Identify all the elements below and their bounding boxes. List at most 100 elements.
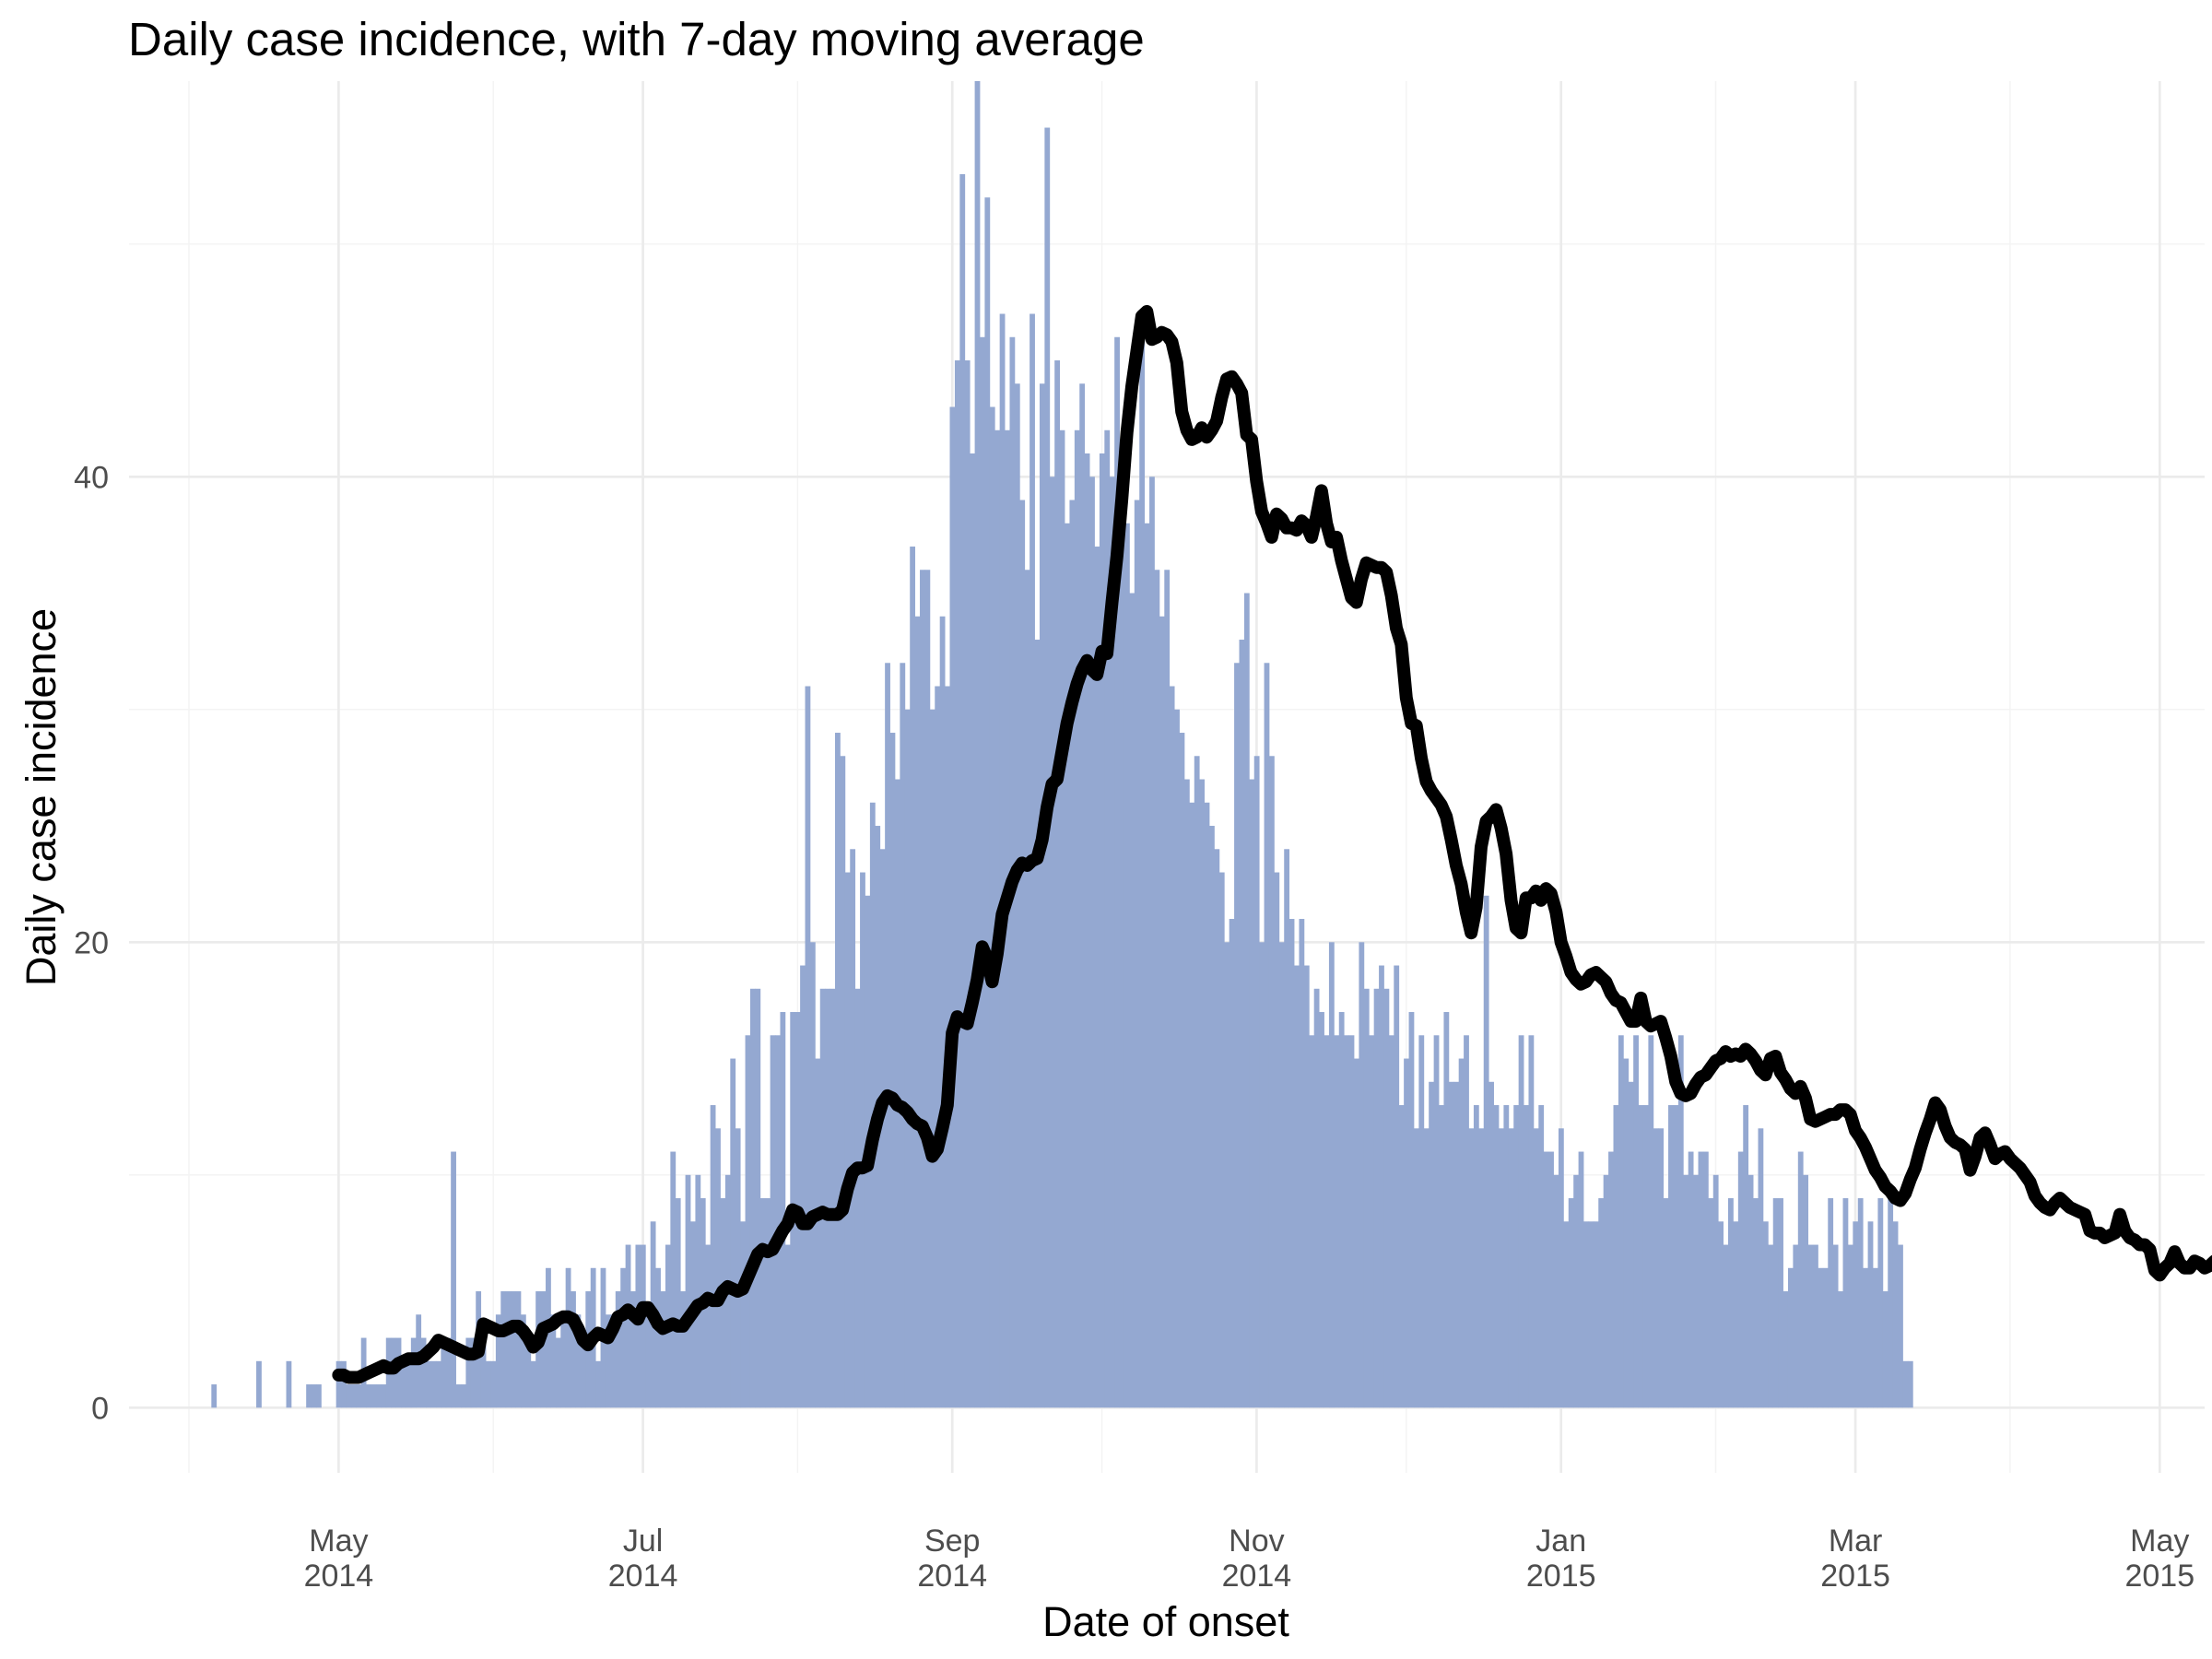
incidence-bar bbox=[1464, 1035, 1469, 1408]
incidence-bar bbox=[670, 1151, 677, 1408]
x-tick-month-jul-2014: Jul bbox=[623, 1524, 663, 1559]
incidence-bar bbox=[770, 1035, 776, 1408]
incidence-bar bbox=[745, 1035, 751, 1408]
incidence-bar bbox=[1169, 686, 1175, 1408]
incidence-bar bbox=[371, 1384, 377, 1408]
incidence-bar bbox=[1553, 1174, 1559, 1408]
incidence-bar bbox=[1179, 733, 1185, 1408]
incidence-bar bbox=[1857, 1198, 1864, 1408]
incidence-bar bbox=[1818, 1267, 1824, 1408]
incidence-bar bbox=[1528, 1035, 1535, 1408]
incidence-bar bbox=[480, 1337, 487, 1408]
x-tick-month-may-2014: May bbox=[309, 1524, 368, 1559]
incidence-bar bbox=[580, 1337, 586, 1408]
incidence-bar bbox=[970, 453, 975, 1408]
incidence-bar bbox=[825, 988, 830, 1408]
incidence-bar bbox=[1853, 1221, 1859, 1408]
incidence-bar bbox=[1898, 1244, 1903, 1408]
incidence-bar bbox=[910, 547, 916, 1408]
incidence-bar bbox=[715, 1128, 721, 1408]
incidence-bar bbox=[1499, 1128, 1504, 1408]
incidence-bar bbox=[1683, 1174, 1689, 1408]
incidence-bar bbox=[1453, 1081, 1460, 1408]
incidence-bar bbox=[1243, 593, 1250, 1408]
incidence-bar bbox=[1109, 477, 1115, 1408]
incidence-bar bbox=[465, 1337, 472, 1408]
incidence-bar bbox=[511, 1291, 516, 1408]
incidence-bar bbox=[1693, 1174, 1699, 1408]
incidence-bar bbox=[1493, 1105, 1500, 1408]
incidence-bar bbox=[1423, 1128, 1430, 1408]
incidence-bar bbox=[366, 1384, 371, 1408]
incidence-bar bbox=[1563, 1221, 1570, 1408]
incidence-bar bbox=[500, 1291, 507, 1408]
incidence-bar bbox=[1807, 1244, 1814, 1408]
incidence-bar bbox=[1688, 1151, 1694, 1408]
incidence-bar bbox=[1712, 1174, 1719, 1408]
incidence-bar bbox=[645, 1314, 652, 1408]
incidence-bar bbox=[1164, 570, 1171, 1408]
incidence-bar bbox=[635, 1244, 641, 1408]
incidence-bar bbox=[1319, 1012, 1324, 1408]
incidence-bar bbox=[1294, 965, 1300, 1408]
incidence-bar bbox=[1518, 1035, 1524, 1408]
incidence-bar bbox=[1084, 453, 1090, 1408]
incidence-bar bbox=[1813, 1244, 1818, 1408]
incidence-bar bbox=[1354, 1058, 1359, 1408]
incidence-bar bbox=[211, 1384, 218, 1408]
incidence-bar bbox=[879, 849, 886, 1408]
incidence-bar bbox=[455, 1384, 462, 1408]
incidence-bar bbox=[1373, 988, 1380, 1408]
x-tick-month-nov-2014: Nov bbox=[1229, 1524, 1284, 1559]
incidence-bar bbox=[401, 1360, 406, 1408]
incidence-bar bbox=[809, 942, 816, 1408]
incidence-bar bbox=[430, 1360, 437, 1408]
incidence-bar bbox=[610, 1314, 617, 1408]
incidence-bar bbox=[420, 1337, 427, 1408]
incidence-bar bbox=[461, 1384, 466, 1408]
incidence-bar bbox=[1328, 942, 1335, 1408]
incidence-bar bbox=[1618, 1035, 1624, 1408]
incidence-bar bbox=[730, 1058, 736, 1408]
incidence-bar bbox=[924, 570, 931, 1408]
incidence-bar bbox=[680, 1291, 686, 1408]
incidence-bar bbox=[1104, 429, 1111, 1408]
incidence-bar bbox=[1747, 1174, 1754, 1408]
incidence-bar bbox=[286, 1360, 292, 1408]
x-tick-month-may-2015: May bbox=[2130, 1524, 2189, 1559]
incidence-bar bbox=[1124, 523, 1130, 1408]
incidence-bar bbox=[495, 1314, 501, 1408]
incidence-bar bbox=[1418, 1035, 1425, 1408]
incidence-bar bbox=[1059, 429, 1065, 1408]
incidence-bar bbox=[571, 1291, 576, 1408]
incidence-bar bbox=[311, 1384, 317, 1408]
incidence-bar bbox=[675, 1198, 681, 1408]
incidence-bar bbox=[1503, 1105, 1510, 1408]
incidence-bar bbox=[1324, 1035, 1330, 1408]
incidence-bar bbox=[1065, 523, 1070, 1408]
incidence-bar bbox=[1259, 942, 1265, 1408]
incidence-bar bbox=[1129, 593, 1135, 1408]
incidence-bar bbox=[1882, 1291, 1888, 1408]
incidence-bar bbox=[1832, 1244, 1839, 1408]
incidence-bar bbox=[1733, 1221, 1739, 1408]
incidence-bar bbox=[1348, 1035, 1355, 1408]
incidence-bar bbox=[1628, 1081, 1634, 1408]
incidence-bar bbox=[515, 1291, 522, 1408]
incidence-bar bbox=[1588, 1221, 1594, 1408]
incidence-bar bbox=[1439, 1105, 1444, 1408]
incidence-bar bbox=[1638, 1105, 1644, 1408]
incidence-bar bbox=[660, 1291, 666, 1408]
incidence-bar bbox=[959, 174, 966, 1408]
incidence-bar bbox=[1379, 965, 1384, 1408]
x-axis-title: Date of onset bbox=[1042, 1598, 1289, 1645]
incidence-bar bbox=[914, 616, 921, 1408]
incidence-bar bbox=[1284, 849, 1290, 1408]
incidence-bar bbox=[1204, 802, 1210, 1408]
incidence-bar bbox=[1613, 1105, 1619, 1408]
incidence-bar bbox=[441, 1337, 447, 1408]
incidence-bar bbox=[1034, 640, 1041, 1408]
incidence-bar bbox=[780, 1012, 786, 1408]
incidence-bar bbox=[1533, 1128, 1539, 1408]
incidence-bar bbox=[346, 1384, 352, 1408]
